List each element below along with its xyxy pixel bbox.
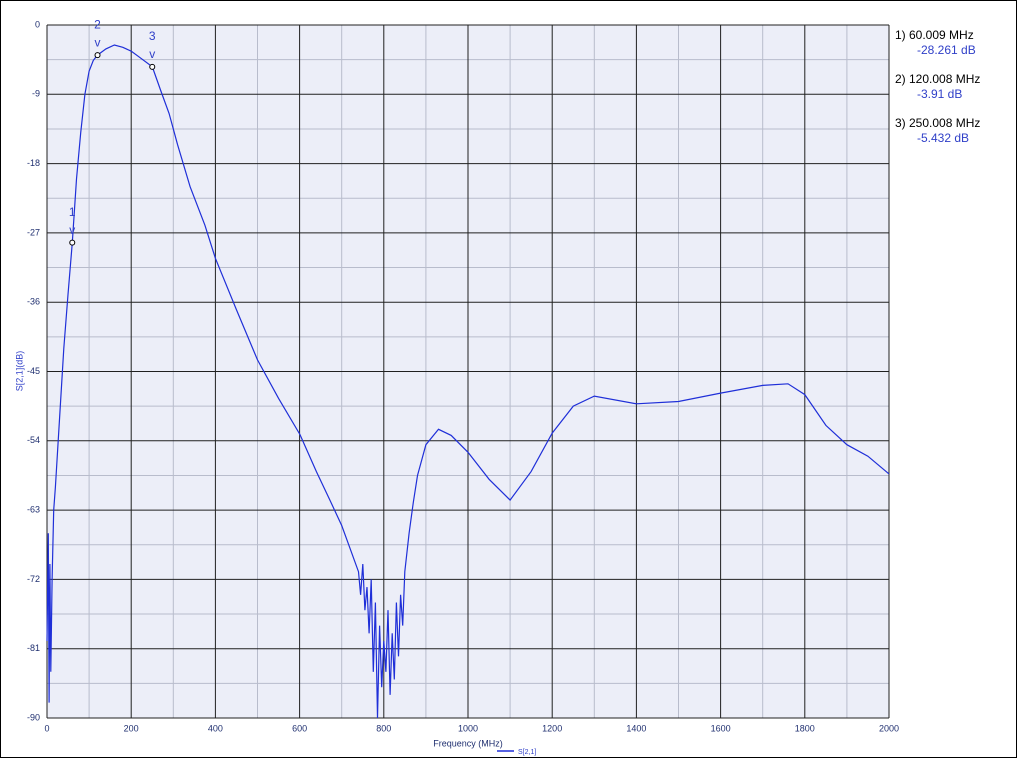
y-tick-label: -81 xyxy=(27,643,40,653)
x-tick-label: 0 xyxy=(44,723,49,733)
data-line xyxy=(46,44,890,719)
marker-point xyxy=(94,52,101,59)
x-tick-label: 800 xyxy=(376,723,391,733)
marker-value: -3.91 dB xyxy=(917,87,962,101)
y-tick-label: -54 xyxy=(27,435,40,445)
marker-number: 1 xyxy=(69,205,76,219)
marker-point xyxy=(149,63,156,70)
y-tick-label: -63 xyxy=(27,504,40,514)
y-tick-label: -18 xyxy=(27,158,40,168)
marker-symbol: v xyxy=(149,47,155,61)
marker-number: 2 xyxy=(94,17,101,31)
marker-point xyxy=(69,239,76,246)
y-tick-label: -36 xyxy=(27,297,40,307)
x-tick-label: 200 xyxy=(124,723,139,733)
marker-frequency: 3) 250.008 MHz xyxy=(895,116,980,130)
marker-value: -28.261 dB xyxy=(917,43,976,57)
x-tick-label: 600 xyxy=(292,723,307,733)
x-tick-label: 400 xyxy=(208,723,223,733)
x-tick-label: 1600 xyxy=(711,723,731,733)
marker-frequency: 2) 120.008 MHz xyxy=(895,72,980,86)
y-tick-label: -9 xyxy=(32,89,40,99)
x-tick-label: 2000 xyxy=(879,723,899,733)
y-tick-label: -90 xyxy=(27,712,40,722)
marker-number: 3 xyxy=(149,29,156,43)
x-tick-label: 1200 xyxy=(542,723,562,733)
x-axis-label: Frequency (MHz) xyxy=(433,738,503,748)
marker-value: -5.432 dB xyxy=(917,131,969,145)
x-tick-label: 1400 xyxy=(626,723,646,733)
y-tick-label: 0 xyxy=(35,19,40,29)
y-tick-label: -27 xyxy=(27,227,40,237)
legend-label: S[2,1] xyxy=(518,749,536,756)
y-tick-label: -45 xyxy=(27,366,40,376)
y-tick-label: -72 xyxy=(27,574,40,584)
x-tick-label: 1800 xyxy=(795,723,815,733)
marker-symbol: v xyxy=(69,223,75,237)
x-tick-label: 1000 xyxy=(458,723,478,733)
y-axis-label: S[2,1](dB) xyxy=(14,351,24,392)
marker-symbol: v xyxy=(95,35,101,49)
marker-frequency: 1) 60.009 MHz xyxy=(895,28,974,42)
